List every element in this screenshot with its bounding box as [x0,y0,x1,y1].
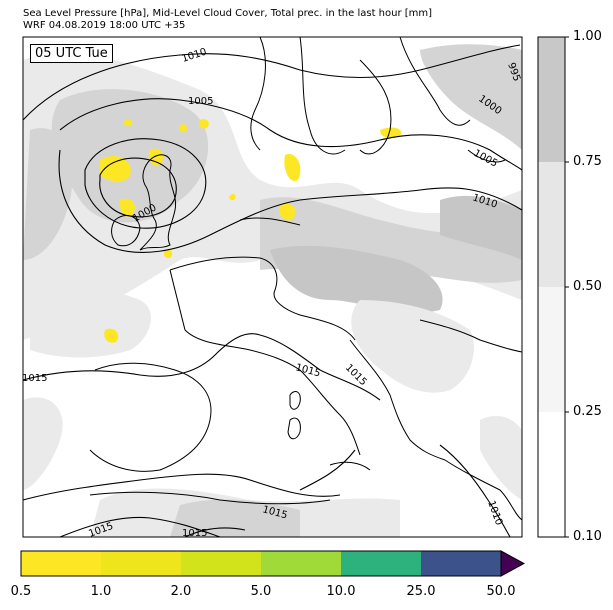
cloud-colorbar-segment [538,412,565,537]
precip-colorbar-tick: 1.0 [90,584,112,599]
cloud-colorbar-tick: 0.75 [573,154,602,169]
precip-colorbar-segment [21,551,101,576]
isobar-label: 1015 [182,528,207,539]
precip-colorbar-tick: 5.0 [250,584,272,599]
precip-colorbar-segment [181,551,261,576]
cloud-colorbar-tick: 0.10 [573,529,602,544]
isobar-label: 1005 [188,96,213,107]
cloud-colorbar-tick: 0.25 [573,404,602,419]
precip-colorbar-tick: 0.5 [10,584,32,599]
precip-colorbar-segment [421,551,501,576]
cloud-cover-colorbar [537,36,569,538]
coastlines [89,36,523,521]
precip-colorbar-segment [341,551,421,576]
time-stamp-box: 05 UTC Tue [30,44,113,63]
cloud-colorbar-segment [538,162,565,287]
precip-colorbar-tick: 10.0 [326,584,356,599]
precip-colorbar [20,550,526,577]
precip-colorbar-segment [101,551,181,576]
cloud-cover-shading [23,44,522,537]
precip-colorbar-extend-arrow [500,550,526,577]
precip-colorbar-tick: 2.0 [170,584,192,599]
precipitation-shading [100,119,402,343]
map-panel: 1010 1005 995 1000 1005 1010 1000 1015 1… [22,36,523,540]
map-title-line1: Sea Level Pressure [hPa], Mid-Level Clou… [23,8,433,19]
isobars [22,44,523,538]
isobar-label: 1015 [22,373,47,384]
cloud-colorbar-tick: 0.50 [573,279,602,294]
cloud-colorbar-segment [538,287,565,412]
precip-colorbar-segment [261,551,341,576]
map-title-line2: WRF 04.08.2019 18:00 UTC +35 [23,20,186,31]
precip-colorbar-tick: 25.0 [406,584,436,599]
precip-colorbar-tick: 50.0 [486,584,516,599]
cloud-colorbar-tick: 1.00 [573,29,602,44]
map-frame [22,36,523,538]
cloud-colorbar-segment [538,37,565,162]
